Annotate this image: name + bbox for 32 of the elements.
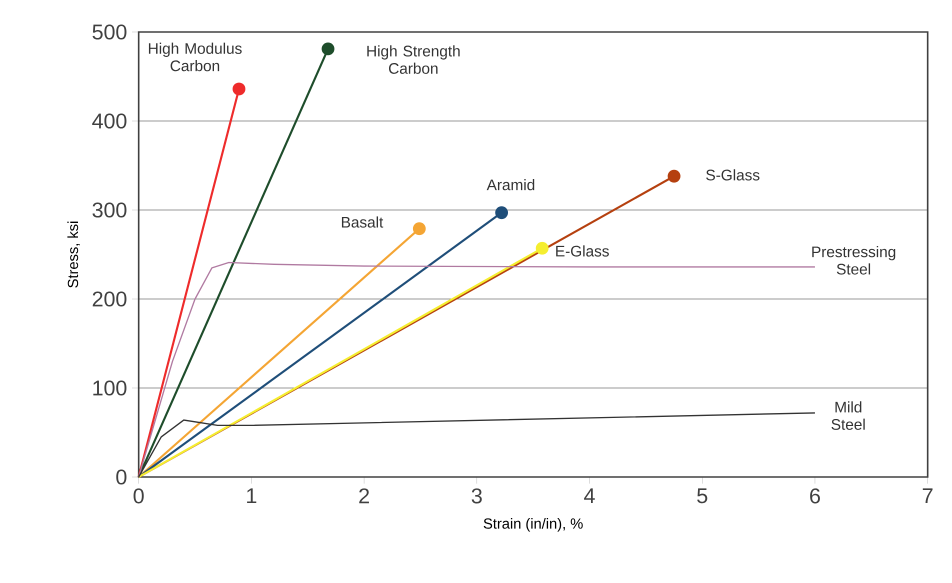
x-tick-label: 3 <box>472 488 482 504</box>
x-tick-label: 2 <box>359 488 369 504</box>
x-axis-title: Strain (in/in), % <box>484 518 583 532</box>
point <box>495 206 508 220</box>
point <box>668 170 680 183</box>
x-tick-label: 7 <box>922 488 933 504</box>
series-label: High Modulus Carbon <box>148 42 242 72</box>
x-tick-label: 1 <box>247 488 256 504</box>
x-tick-label: 4 <box>584 488 595 504</box>
y-tick-label: 0 <box>116 469 126 485</box>
y-tick-label: 500 <box>92 24 126 40</box>
series-label: Aramid <box>486 179 534 190</box>
y-tick-label: 100 <box>93 380 126 396</box>
y-tick-label: 200 <box>92 291 126 307</box>
x-tick-label: 6 <box>810 488 820 504</box>
point <box>232 82 246 96</box>
line-series <box>138 262 816 478</box>
text: High Strength Carbon <box>367 45 460 74</box>
point <box>412 222 426 236</box>
y-axis-title: Stress, ksi <box>67 222 80 288</box>
line-series <box>138 412 816 478</box>
series-label: Basalt <box>342 216 384 228</box>
point <box>536 242 549 255</box>
series-label: Mild Steel <box>832 401 865 430</box>
x-tick-label: 0 <box>134 488 144 504</box>
point <box>322 42 334 56</box>
y-tick-label: 400 <box>92 113 126 129</box>
series-label: Prestressing Steel <box>812 246 896 275</box>
x-tick-label: 5 <box>697 488 708 504</box>
series-label: E-Glass <box>556 245 609 257</box>
y-tick-label: 300 <box>92 202 126 218</box>
series-label: S-Glass <box>706 169 760 180</box>
